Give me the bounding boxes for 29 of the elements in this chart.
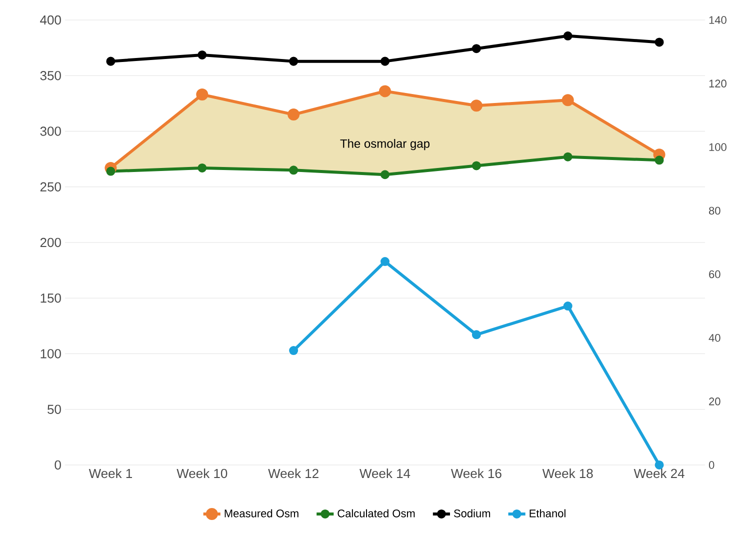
x-tick-label: Week 1 bbox=[88, 468, 132, 478]
y2-tick-label: 100 bbox=[709, 143, 726, 152]
annotation: The osmolar gap bbox=[340, 139, 430, 150]
y-tick-label: 0 bbox=[54, 460, 61, 470]
y-tick-label: 250 bbox=[40, 182, 61, 192]
x-tick-label: Week 18 bbox=[542, 468, 593, 478]
y2-tick-label: 0 bbox=[708, 461, 714, 469]
y2-tick-label: 20 bbox=[709, 398, 720, 406]
x-tick-label: Week 16 bbox=[450, 468, 502, 478]
legend-label: Ethanol bbox=[530, 509, 566, 518]
x-tick-label: Week 24 bbox=[634, 468, 684, 478]
y-tick-label: 300 bbox=[40, 126, 61, 136]
legend-label: Measured Osm bbox=[224, 509, 298, 518]
y-tick-label: 100 bbox=[40, 349, 61, 358]
x-tick-label: Week 12 bbox=[268, 468, 318, 478]
y2-tick-label: 60 bbox=[709, 270, 720, 278]
y-tick-label: 150 bbox=[40, 294, 61, 303]
y2-tick-label: 140 bbox=[709, 16, 726, 24]
y2-tick-label: 120 bbox=[709, 80, 726, 88]
y-tick-label: 200 bbox=[40, 238, 61, 248]
x-tick-label: Week 10 bbox=[176, 468, 228, 478]
legend-label: Sodium bbox=[454, 509, 490, 518]
legend-label: Calculated Osm bbox=[338, 509, 415, 518]
y2-tick-label: 80 bbox=[709, 206, 720, 215]
y-tick-label: 50 bbox=[48, 404, 61, 414]
y2-tick-label: 40 bbox=[708, 334, 720, 342]
x-tick-label: Week 14 bbox=[360, 468, 410, 478]
y-tick-label: 400 bbox=[40, 15, 61, 25]
y-tick-label: 350 bbox=[40, 71, 61, 80]
